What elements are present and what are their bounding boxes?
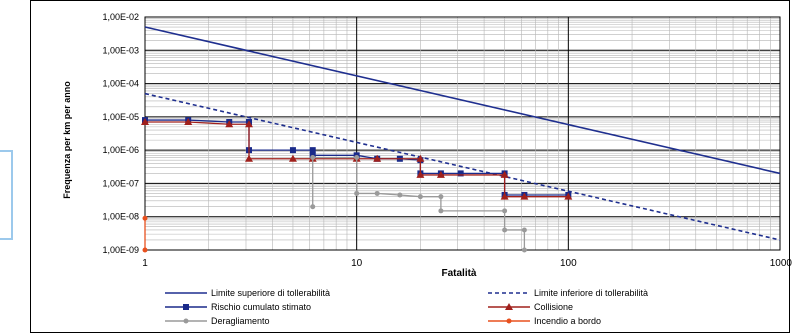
data-point-deragliamento xyxy=(354,190,360,196)
data-point-collisione xyxy=(184,118,193,126)
data-point-collisione xyxy=(225,120,234,128)
data-point-collisione xyxy=(245,154,254,162)
data-point-collisione xyxy=(288,154,297,162)
legend-label-deragliamento: Deragliamento xyxy=(211,316,270,326)
data-point-collisione xyxy=(520,192,529,200)
data-point-collisione xyxy=(141,118,149,126)
data-point-deragliamento xyxy=(417,194,423,200)
y-tick-label: 1,00E-08 xyxy=(102,212,139,222)
series-line-collisione xyxy=(145,121,569,198)
data-point-deragliamento xyxy=(502,208,508,214)
data-point-deragliamento xyxy=(438,194,444,200)
x-tick-labels: 1 10 100 1000 xyxy=(142,258,792,269)
data-point-deragliamento xyxy=(502,227,508,233)
x-axis-label: Fatalità xyxy=(441,268,476,279)
y-tick-label: 1,00E-02 xyxy=(102,12,139,22)
legend-marker-collisione xyxy=(505,303,513,310)
legend-marker-incendio-a-bordo xyxy=(506,318,512,324)
x-tick-label: 1000 xyxy=(770,258,793,269)
legend-marker-deragliamento xyxy=(183,318,189,324)
data-point-deragliamento xyxy=(521,227,527,233)
x-tick-label: 1 xyxy=(142,258,148,269)
x-tick-label: 100 xyxy=(560,258,577,269)
data-point-rischio-cumulato-stimato xyxy=(309,147,316,154)
y-tick-labels: 1,00E-09 1,00E-08 1,00E-07 1,00E-06 1,00E-05… xyxy=(102,12,139,255)
y-tick-label: 1,00E-03 xyxy=(102,45,139,55)
data-point-incendio-a-bordo xyxy=(142,247,148,253)
x-tick-label: 10 xyxy=(351,258,363,269)
data-point-deragliamento xyxy=(438,208,444,214)
legend-label-collisione: Collisione xyxy=(534,302,573,312)
series-deragliamento xyxy=(310,155,527,253)
data-point-deragliamento xyxy=(310,204,316,210)
y-tick-label: 1,00E-07 xyxy=(102,178,139,188)
legend-label-limite-inferiore-di-tollerabilit: Limite inferiore di tollerabilità xyxy=(534,288,648,298)
grid-lines xyxy=(144,17,780,251)
legend: Limite superiore di tollerabilità Limite … xyxy=(165,288,648,326)
data-point-collisione xyxy=(436,170,445,178)
data-point-deragliamento xyxy=(310,155,316,161)
legend-label-incendio-a-bordo: Incendio a bordo xyxy=(534,316,601,326)
series-line-limite-superiore-di-tollerabilit xyxy=(144,26,781,175)
y-tick-label: 1,00E-06 xyxy=(102,145,139,155)
data-point-incendio-a-bordo xyxy=(142,215,148,221)
data-point-collisione xyxy=(564,192,573,200)
data-point-collisione xyxy=(500,170,509,178)
data-point-collisione xyxy=(416,154,425,162)
data-point-deragliamento xyxy=(354,155,360,161)
data-point-collisione xyxy=(245,120,254,128)
data-point-collisione xyxy=(500,192,509,200)
legend-label-limite-superiore-di-tollerabilit: Limite superiore di tollerabilità xyxy=(211,288,330,298)
legend-label-rischio-cumulato-stimato: Rischio cumulato stimato xyxy=(211,302,311,312)
series-collisione xyxy=(141,118,573,200)
y-tick-label: 1,00E-09 xyxy=(102,245,139,255)
y-axis-label: Frequenza per km per anno xyxy=(62,81,72,199)
data-point-collisione xyxy=(416,170,425,178)
series-layer xyxy=(141,26,781,253)
series-limite-inferiore-di-tollerabilit xyxy=(144,92,781,241)
y-tick-label: 1,00E-05 xyxy=(102,112,139,122)
data-point-rischio-cumulato-stimato xyxy=(457,170,464,177)
data-point-deragliamento xyxy=(397,192,403,198)
data-point-deragliamento xyxy=(521,247,527,253)
data-point-deragliamento xyxy=(374,190,380,196)
plot-area xyxy=(144,16,781,251)
y-tick-label: 1,00E-04 xyxy=(102,79,139,89)
legend-marker-rischio-cumulato-stimato xyxy=(183,304,189,310)
series-incendio-a-bordo xyxy=(142,215,148,253)
series-limite-superiore-di-tollerabilit xyxy=(144,26,781,175)
side-panel-decoration xyxy=(0,150,13,240)
series-line-limite-inferiore-di-tollerabilit xyxy=(144,92,781,241)
data-point-rischio-cumulato-stimato xyxy=(289,147,296,154)
data-point-collisione xyxy=(373,154,382,162)
